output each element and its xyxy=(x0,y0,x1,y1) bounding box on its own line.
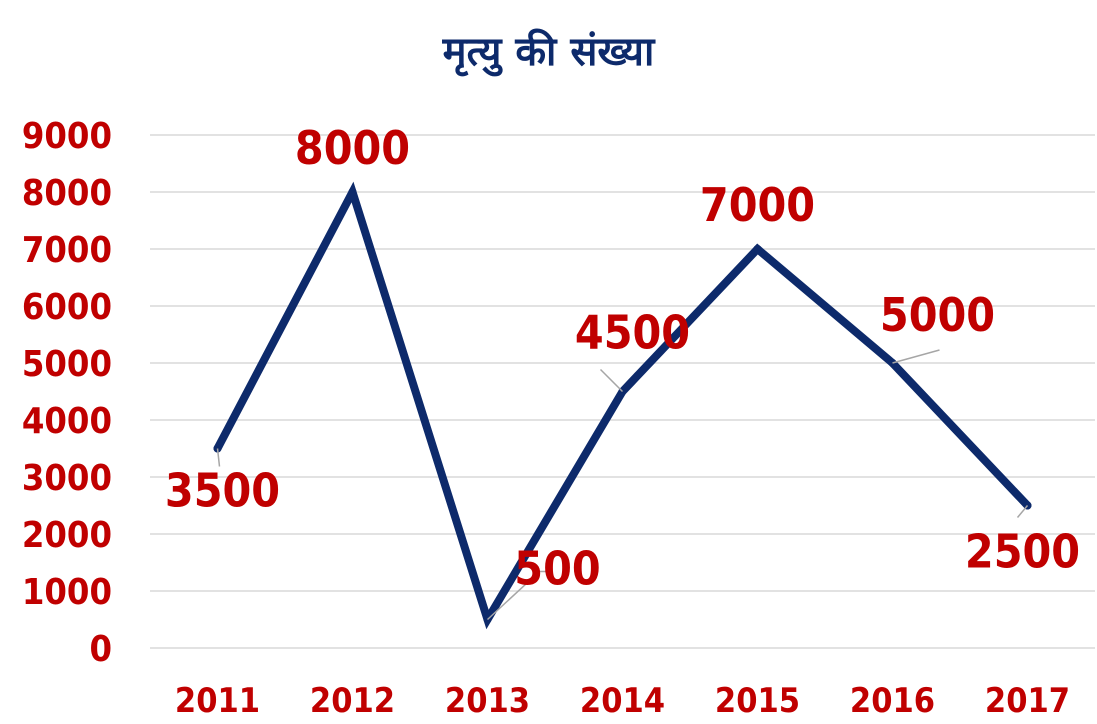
y-tick-label: 8000 xyxy=(22,173,112,214)
data-point xyxy=(348,188,357,196)
y-tick-label: 5000 xyxy=(22,344,112,385)
data-label-leader xyxy=(216,448,221,467)
y-tick-label: 3000 xyxy=(22,458,112,499)
y-tick-label: 0 xyxy=(89,629,112,670)
data-label-leader xyxy=(599,368,624,393)
y-tick-label: 6000 xyxy=(22,287,112,328)
data-label-leader xyxy=(1016,505,1029,518)
data-label: 4500 xyxy=(575,306,690,360)
x-tick-label: 2017 xyxy=(985,681,1070,721)
x-tick-label: 2011 xyxy=(175,681,260,721)
y-tick-label: 4000 xyxy=(22,401,112,442)
chart-title: मृत्यु की संख्या xyxy=(442,29,655,75)
data-label: 5000 xyxy=(880,288,995,342)
x-tick-label: 2015 xyxy=(715,681,800,721)
x-tick-label: 2012 xyxy=(310,681,395,721)
series-line xyxy=(213,181,1032,630)
data-point xyxy=(753,245,762,253)
data-label: 3500 xyxy=(165,464,280,518)
data-label-leader xyxy=(892,349,940,364)
data-label-leader xyxy=(486,570,550,621)
data-label: 7000 xyxy=(700,178,815,232)
data-label: 2500 xyxy=(965,525,1080,579)
x-tick-label: 2013 xyxy=(445,681,530,721)
data-label: 500 xyxy=(514,542,600,596)
y-tick-label: 1000 xyxy=(22,572,112,613)
y-tick-label: 9000 xyxy=(22,116,112,157)
x-tick-label: 2014 xyxy=(580,681,665,721)
x-tick-label: 2016 xyxy=(850,681,935,721)
y-tick-label: 2000 xyxy=(22,515,112,556)
y-tick-label: 7000 xyxy=(22,230,112,271)
data-label: 8000 xyxy=(295,121,410,175)
